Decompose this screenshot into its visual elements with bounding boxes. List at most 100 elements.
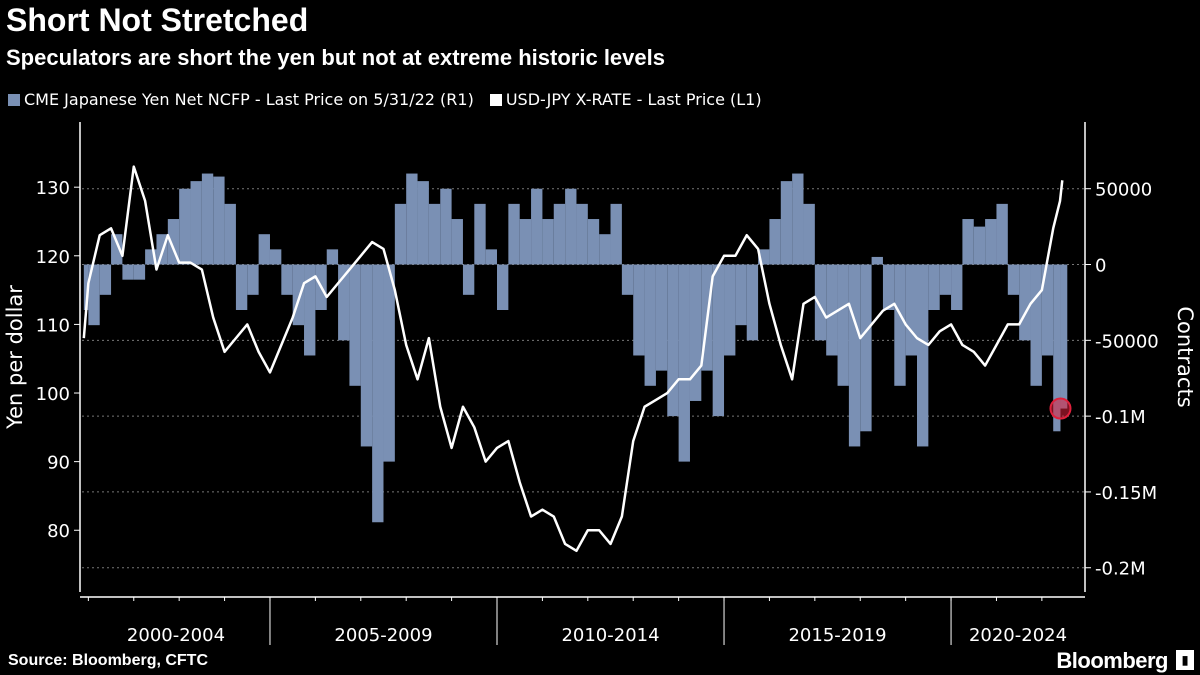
bar-ncfp — [610, 203, 622, 265]
left-tick-label: 130 — [36, 178, 70, 199]
bar-ncfp — [372, 264, 384, 523]
bar-ncfp — [928, 264, 940, 310]
legend-item-usdjpy: USD-JPY X-RATE - Last Price (L1) — [489, 90, 762, 109]
legend-label-usdjpy: USD-JPY X-RATE - Last Price (L1) — [505, 90, 762, 109]
bar-ncfp — [587, 219, 600, 265]
bar-ncfp — [837, 264, 849, 386]
bar-ncfp — [689, 264, 702, 401]
bar-ncfp — [542, 219, 554, 265]
bar-ncfp — [304, 264, 316, 356]
bar-ncfp — [201, 173, 214, 265]
bar-ncfp — [667, 264, 679, 417]
bar-ncfp — [167, 219, 180, 265]
legend: CME Japanese Yen Net NCFP - Last Price o… — [8, 90, 762, 109]
bar-ncfp — [996, 203, 1008, 265]
source-note: Source: Bloomberg, CFTC — [8, 652, 209, 669]
bar-ncfp — [894, 264, 906, 386]
bar-ncfp — [508, 203, 520, 265]
bar-ncfp — [644, 264, 656, 386]
x-tick-label: 2010-2014 — [561, 625, 659, 646]
right-axis-title: Contracts — [1173, 306, 1197, 407]
line-usdjpy — [82, 165, 1064, 553]
left-tick-label: 110 — [36, 315, 70, 336]
bar-ncfp — [190, 181, 202, 265]
bar-ncfp — [179, 188, 191, 265]
bar-ncfp — [655, 264, 668, 371]
bar-ncfp — [1007, 264, 1020, 295]
bar-ncfp — [360, 264, 373, 447]
bar-ncfp — [633, 264, 645, 356]
bar-ncfp — [962, 219, 974, 265]
bar-ncfp — [133, 264, 146, 280]
bar-ncfp — [1030, 264, 1042, 386]
bar-ncfp — [383, 264, 395, 462]
bar-ncfp — [122, 264, 134, 280]
left-tick-label: 100 — [36, 384, 70, 405]
left-tick-label: 90 — [47, 453, 70, 474]
bar-ncfp — [1041, 264, 1054, 356]
bar-ncfp — [99, 264, 112, 295]
bar-ncfp — [247, 264, 259, 295]
bar-ncfp — [474, 203, 486, 265]
bar-ncfp — [224, 203, 236, 265]
bloomberg-chart-icon: ▮ — [1176, 650, 1194, 670]
right-tick-label: 0 — [1095, 256, 1106, 277]
x-tick-label: 2005-2009 — [334, 625, 432, 646]
x-tick-label: 2015-2019 — [788, 625, 886, 646]
legend-item-ncfp: CME Japanese Yen Net NCFP - Last Price o… — [8, 90, 474, 109]
bar-ncfp — [394, 203, 407, 265]
bar-ncfp — [678, 264, 690, 462]
left-tick-label: 80 — [47, 521, 70, 542]
bar-ncfp — [1060, 264, 1068, 409]
bar-ncfp — [780, 181, 793, 265]
right-tick-label: -0.15M — [1095, 483, 1157, 504]
bar-ncfp — [83, 264, 89, 310]
bloomberg-logo: Bloomberg — [1056, 648, 1168, 673]
bar-ncfp — [814, 264, 827, 341]
bar-ncfp — [917, 264, 929, 447]
bar-ncfp — [712, 264, 725, 417]
bar-ncfp — [292, 264, 305, 326]
x-tick-label: 2000-2004 — [127, 625, 225, 646]
bar-ncfp — [553, 203, 566, 265]
legend-swatch-ncfp — [8, 93, 20, 106]
bar-ncfp — [882, 264, 895, 310]
bar-ncfp — [440, 188, 452, 265]
bar-ncfp — [88, 264, 100, 326]
bar-ncfp — [485, 249, 498, 265]
bar-ncfp — [746, 264, 759, 341]
right-tick-label: -0.2M — [1095, 559, 1146, 580]
bar-ncfp — [860, 264, 872, 432]
bar-ncfp — [1053, 264, 1061, 432]
bar-ncfp — [735, 264, 747, 326]
right-tick-label: -50000 — [1095, 331, 1159, 352]
bar-ncfp — [758, 249, 770, 265]
bar-ncfp — [406, 173, 418, 265]
legend-swatch-usdjpy — [489, 93, 502, 106]
bar-ncfp — [235, 264, 248, 310]
bar-ncfp — [848, 264, 861, 447]
bar-ncfp — [462, 264, 475, 295]
chart-subtitle: Speculators are short the yen but not at… — [6, 45, 665, 70]
bar-ncfp — [145, 249, 157, 265]
bar-ncfp — [1019, 264, 1031, 341]
bar-ncfp — [973, 226, 986, 265]
bar-ncfp — [565, 188, 577, 265]
bar-ncfp — [724, 264, 736, 356]
bar-ncfp — [803, 203, 815, 265]
bar-ncfp — [497, 264, 509, 310]
bar-ncfp — [531, 188, 543, 265]
bar-ncfp — [826, 264, 838, 356]
bar-ncfp — [213, 176, 225, 265]
bar-ncfp — [269, 249, 282, 265]
legend-label-ncfp: CME Japanese Yen Net NCFP - Last Price o… — [24, 90, 474, 109]
bar-ncfp — [985, 219, 997, 265]
bar-ncfp — [905, 264, 918, 356]
bar-ncfp — [951, 264, 963, 310]
bar-ncfp — [281, 264, 293, 295]
bar-ncfp — [111, 234, 123, 265]
bar-ncfp — [621, 264, 634, 295]
bar-ncfp — [769, 219, 781, 265]
left-axis-title: Yen per dollar — [3, 285, 27, 430]
